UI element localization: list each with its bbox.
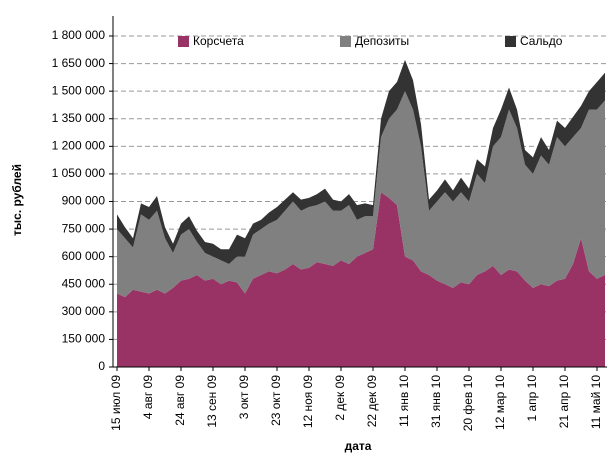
y-tick-label: 1 350 000 [52,111,106,125]
area [117,91,605,298]
y-tick-label: 600 000 [62,249,106,263]
legend-label: Сальдо [520,34,563,48]
x-tick-label: 12 мар 10 [493,375,507,430]
x-tick-label: 23 окт 09 [269,375,283,426]
y-tick-label: 1 050 000 [52,166,106,180]
legend-swatch [178,36,189,47]
y-tick-label: 1 500 000 [52,83,106,97]
x-tick-label: 13 сен 09 [205,375,219,428]
x-tick-label: 31 янв 10 [429,375,443,428]
area [117,192,605,367]
x-tick-label: 24 авг 09 [173,375,187,426]
x-tick-label: 22 дек 09 [365,375,379,428]
x-tick-label: 20 фев 10 [461,375,475,432]
x-tick-label: 3 окт 09 [237,375,251,420]
y-tick-label: 900 000 [62,194,106,208]
y-axis-label: тыс. рублей [10,164,24,236]
legend-swatch [340,36,351,47]
y-tick-label: 1 800 000 [52,28,106,42]
x-tick-label: 2 дек 09 [333,375,347,421]
y-tick-label: 0 [98,359,105,373]
x-tick-label: 4 авг 09 [141,375,155,419]
legend-label: Корсчета [193,34,244,48]
x-axis-label: дата [345,439,372,453]
y-tick-label: 1 200 000 [52,139,106,153]
y-tick-label: 450 000 [62,276,106,290]
x-tick-label: 1 апр 10 [525,375,539,422]
x-tick-label: 11 май 10 [589,375,603,429]
y-tick-label: 150 000 [62,332,106,346]
x-tick-label: 11 янв 10 [397,375,411,427]
legend-swatch [505,36,516,47]
y-tick-label: 300 000 [62,304,106,318]
x-tick-label: 21 апр 10 [557,375,571,429]
legend-label: Депозиты [355,34,409,48]
y-tick-label: 1 650 000 [52,56,106,70]
x-tick-label: 12 ноя 09 [301,375,315,428]
x-tick-label: 15 июл 09 [109,375,123,431]
y-tick-label: 750 000 [62,221,106,235]
